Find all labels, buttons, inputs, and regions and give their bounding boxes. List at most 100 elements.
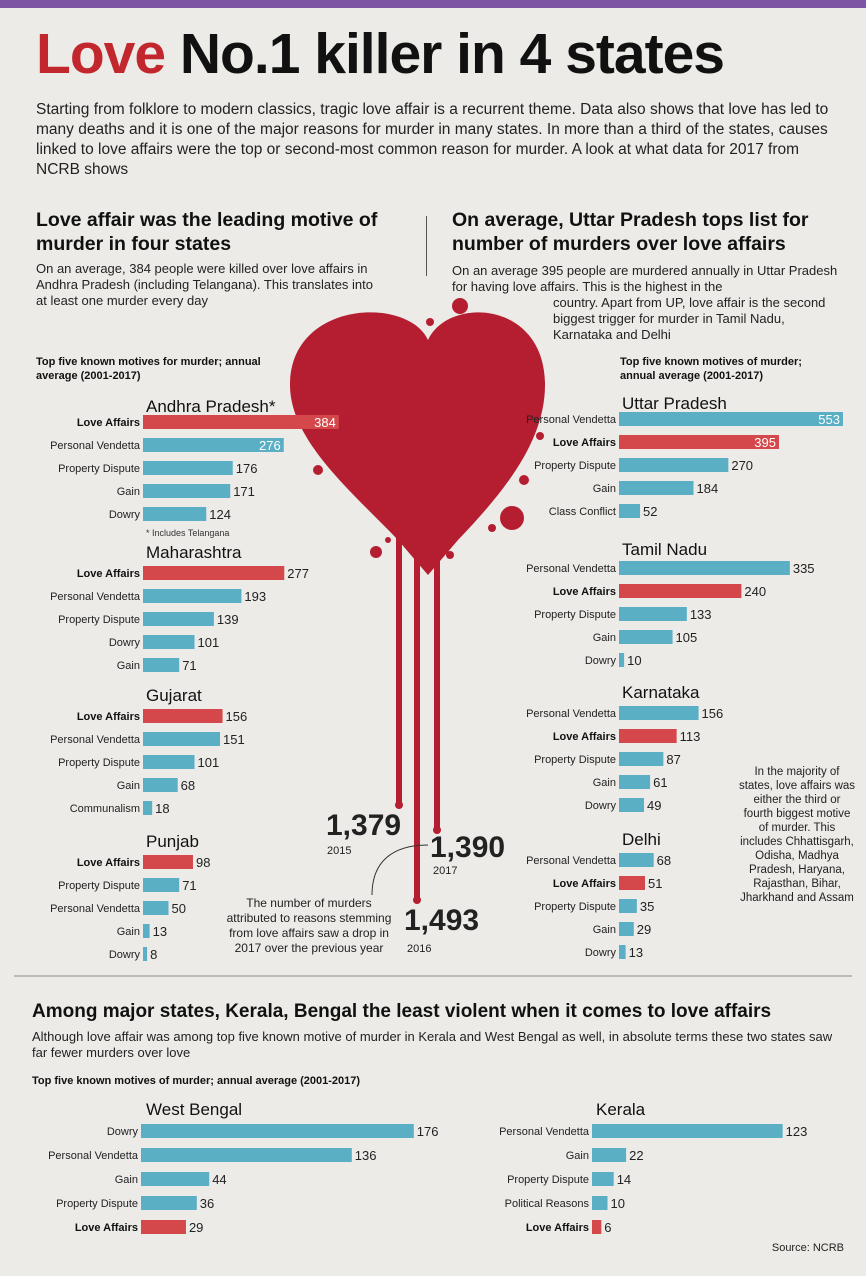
bar-value-punjab-property-dispute: 71 bbox=[182, 878, 196, 893]
bar-karnataka-personal-vendetta bbox=[619, 706, 699, 720]
bar-label-maharashtra-love-affairs: Love Affairs bbox=[77, 568, 140, 580]
intro-text: Starting from folklore to modern classic… bbox=[36, 101, 829, 178]
bar-andhra-pradesh-personal-vendetta bbox=[143, 438, 284, 452]
bar-maharashtra-personal-vendetta bbox=[143, 589, 242, 603]
bar-uttar-pradesh-personal-vendetta bbox=[619, 412, 843, 426]
bar-value-tamil-nadu-gain: 105 bbox=[676, 630, 698, 645]
chart-title-tamil-nadu: Tamil Nadu bbox=[622, 540, 707, 559]
bar-label-karnataka-love-affairs: Love Affairs bbox=[553, 731, 616, 743]
headline-love: Love bbox=[36, 22, 166, 86]
bar-maharashtra-gain bbox=[143, 658, 180, 672]
bar-label-punjab-property-dispute: Property Dispute bbox=[58, 880, 140, 892]
bar-uttar-pradesh-class-conflict bbox=[619, 504, 641, 518]
bar-uttar-pradesh-love-affairs bbox=[619, 435, 779, 449]
bar-label-maharashtra-dowry: Dowry bbox=[109, 637, 141, 649]
bar-label-west-bengal-dowry: Dowry bbox=[107, 1126, 139, 1138]
bar-label-andhra-pradesh-personal-vendetta: Personal Vendetta bbox=[50, 440, 141, 452]
bar-label-karnataka-dowry: Dowry bbox=[585, 800, 617, 812]
bar-andhra-pradesh-gain bbox=[143, 484, 231, 498]
bar-andhra-pradesh-dowry bbox=[143, 507, 207, 521]
bar-punjab-love-affairs bbox=[143, 855, 193, 869]
chart-title-uttar-pradesh: Uttar Pradesh bbox=[622, 394, 727, 413]
bar-value-gujarat-communalism: 18 bbox=[155, 801, 169, 816]
bar-gujarat-communalism bbox=[143, 801, 153, 815]
right-chart-heading: Top five known motives of murder; annual… bbox=[620, 356, 802, 382]
bar-value-delhi-personal-vendetta: 68 bbox=[657, 853, 671, 868]
bar-label-kerala-love-affairs: Love Affairs bbox=[526, 1222, 589, 1234]
bar-west-bengal-dowry bbox=[141, 1124, 414, 1138]
bar-label-uttar-pradesh-gain: Gain bbox=[593, 483, 616, 495]
bar-value-maharashtra-gain: 71 bbox=[182, 658, 196, 673]
left-section-title: Love affair was the leading motive of mu… bbox=[36, 209, 378, 255]
bar-label-west-bengal-gain: Gain bbox=[115, 1174, 138, 1186]
bar-label-karnataka-personal-vendetta: Personal Vendetta bbox=[526, 708, 617, 720]
bar-value-punjab-personal-vendetta: 50 bbox=[172, 901, 186, 916]
bar-tamil-nadu-personal-vendetta bbox=[619, 561, 790, 575]
bar-value-gujarat-love-affairs: 156 bbox=[226, 709, 248, 724]
source-credit: Source: NCRB bbox=[771, 1242, 844, 1254]
section-divider bbox=[14, 975, 852, 977]
chart-title-punjab: Punjab bbox=[146, 832, 199, 851]
bar-value-kerala-personal-vendetta: 123 bbox=[786, 1124, 808, 1139]
total-year-2016: 2016 bbox=[407, 943, 431, 955]
bar-kerala-love-affairs bbox=[592, 1220, 602, 1234]
bar-label-andhra-pradesh-love-affairs: Love Affairs bbox=[77, 417, 140, 429]
bar-value-uttar-pradesh-class-conflict: 52 bbox=[643, 504, 657, 519]
bar-value-kerala-gain: 22 bbox=[629, 1148, 643, 1163]
bar-label-maharashtra-personal-vendetta: Personal Vendetta bbox=[50, 591, 141, 603]
bar-uttar-pradesh-property-dispute bbox=[619, 458, 729, 472]
bar-label-delhi-love-affairs: Love Affairs bbox=[553, 878, 616, 890]
bar-label-delhi-property-dispute: Property Dispute bbox=[534, 901, 616, 913]
bar-label-delhi-dowry: Dowry bbox=[585, 947, 617, 959]
total-value-2015: 1,379 bbox=[326, 809, 401, 842]
bar-label-kerala-property-dispute: Property Dispute bbox=[507, 1174, 589, 1186]
bar-delhi-personal-vendetta bbox=[619, 853, 654, 867]
bar-maharashtra-love-affairs bbox=[143, 566, 285, 580]
bar-tamil-nadu-love-affairs bbox=[619, 584, 742, 598]
bar-punjab-dowry bbox=[143, 947, 148, 961]
bar-gujarat-property-dispute bbox=[143, 755, 195, 769]
bar-value-andhra-pradesh-property-dispute: 176 bbox=[236, 461, 258, 476]
bar-label-tamil-nadu-gain: Gain bbox=[593, 632, 616, 644]
bar-label-uttar-pradesh-love-affairs: Love Affairs bbox=[553, 437, 616, 449]
chart-title-delhi: Delhi bbox=[622, 830, 661, 849]
bar-value-gujarat-personal-vendetta: 151 bbox=[223, 732, 245, 747]
bar-label-karnataka-property-dispute: Property Dispute bbox=[534, 754, 616, 766]
bar-west-bengal-property-dispute bbox=[141, 1196, 197, 1210]
bar-label-tamil-nadu-dowry: Dowry bbox=[585, 655, 617, 667]
bar-value-andhra-pradesh-personal-vendetta: 276 bbox=[259, 438, 281, 453]
bar-value-karnataka-personal-vendetta: 156 bbox=[702, 706, 724, 721]
bar-label-kerala-gain: Gain bbox=[566, 1150, 589, 1162]
bar-tamil-nadu-property-dispute bbox=[619, 607, 687, 621]
heart-shape bbox=[290, 298, 545, 904]
bar-value-west-bengal-dowry: 176 bbox=[417, 1124, 439, 1139]
bar-punjab-personal-vendetta bbox=[143, 901, 169, 915]
bar-label-uttar-pradesh-class-conflict: Class Conflict bbox=[549, 506, 616, 518]
bar-value-uttar-pradesh-gain: 184 bbox=[697, 481, 719, 496]
bar-kerala-political-reasons bbox=[592, 1196, 608, 1210]
bar-label-kerala-personal-vendetta: Personal Vendetta bbox=[499, 1126, 590, 1138]
bar-value-andhra-pradesh-dowry: 124 bbox=[209, 507, 231, 522]
bar-value-delhi-property-dispute: 35 bbox=[640, 899, 654, 914]
chart-title-karnataka: Karnataka bbox=[622, 683, 700, 702]
bar-label-delhi-gain: Gain bbox=[593, 924, 616, 936]
bar-label-west-bengal-love-affairs: Love Affairs bbox=[75, 1222, 138, 1234]
bar-gujarat-gain bbox=[143, 778, 178, 792]
bar-karnataka-love-affairs bbox=[619, 729, 677, 743]
bar-value-karnataka-gain: 61 bbox=[653, 775, 667, 790]
bar-gujarat-love-affairs bbox=[143, 709, 223, 723]
bar-delhi-love-affairs bbox=[619, 876, 646, 890]
bar-label-west-bengal-property-dispute: Property Dispute bbox=[56, 1198, 138, 1210]
bar-tamil-nadu-dowry bbox=[619, 653, 625, 667]
bar-value-west-bengal-love-affairs: 29 bbox=[189, 1220, 203, 1235]
bar-value-kerala-love-affairs: 6 bbox=[604, 1220, 611, 1235]
bar-punjab-gain bbox=[143, 924, 150, 938]
bar-label-karnataka-gain: Gain bbox=[593, 777, 616, 789]
bar-value-west-bengal-property-dispute: 36 bbox=[200, 1196, 214, 1211]
column-divider bbox=[426, 216, 427, 276]
annotation-connector bbox=[371, 844, 429, 896]
chart-title-andhra-pradesh: Andhra Pradesh* bbox=[146, 397, 276, 416]
bar-label-uttar-pradesh-personal-vendetta: Personal Vendetta bbox=[526, 414, 617, 426]
bar-value-maharashtra-property-dispute: 139 bbox=[217, 612, 239, 627]
